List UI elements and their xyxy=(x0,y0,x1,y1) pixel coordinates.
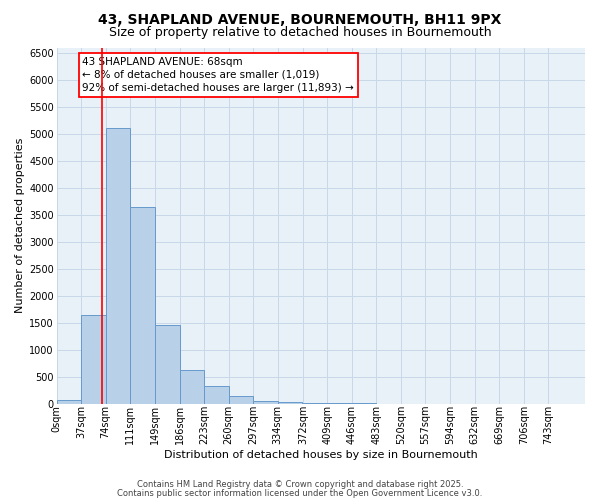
Bar xyxy=(303,403,327,404)
Bar xyxy=(278,402,302,404)
Bar xyxy=(106,128,130,404)
Text: 43, SHAPLAND AVENUE, BOURNEMOUTH, BH11 9PX: 43, SHAPLAND AVENUE, BOURNEMOUTH, BH11 9… xyxy=(98,12,502,26)
Bar xyxy=(81,314,106,404)
Bar xyxy=(253,400,278,404)
Y-axis label: Number of detached properties: Number of detached properties xyxy=(15,138,25,313)
Text: Size of property relative to detached houses in Bournemouth: Size of property relative to detached ho… xyxy=(109,26,491,39)
Bar xyxy=(204,386,229,404)
Bar xyxy=(229,396,253,404)
Text: Contains HM Land Registry data © Crown copyright and database right 2025.: Contains HM Land Registry data © Crown c… xyxy=(137,480,463,489)
Text: Contains public sector information licensed under the Open Government Licence v3: Contains public sector information licen… xyxy=(118,488,482,498)
Bar xyxy=(180,370,204,404)
Text: 43 SHAPLAND AVENUE: 68sqm
← 8% of detached houses are smaller (1,019)
92% of sem: 43 SHAPLAND AVENUE: 68sqm ← 8% of detach… xyxy=(82,56,354,93)
Bar xyxy=(130,206,155,404)
Bar xyxy=(56,400,81,404)
Bar xyxy=(155,326,180,404)
X-axis label: Distribution of detached houses by size in Bournemouth: Distribution of detached houses by size … xyxy=(164,450,478,460)
